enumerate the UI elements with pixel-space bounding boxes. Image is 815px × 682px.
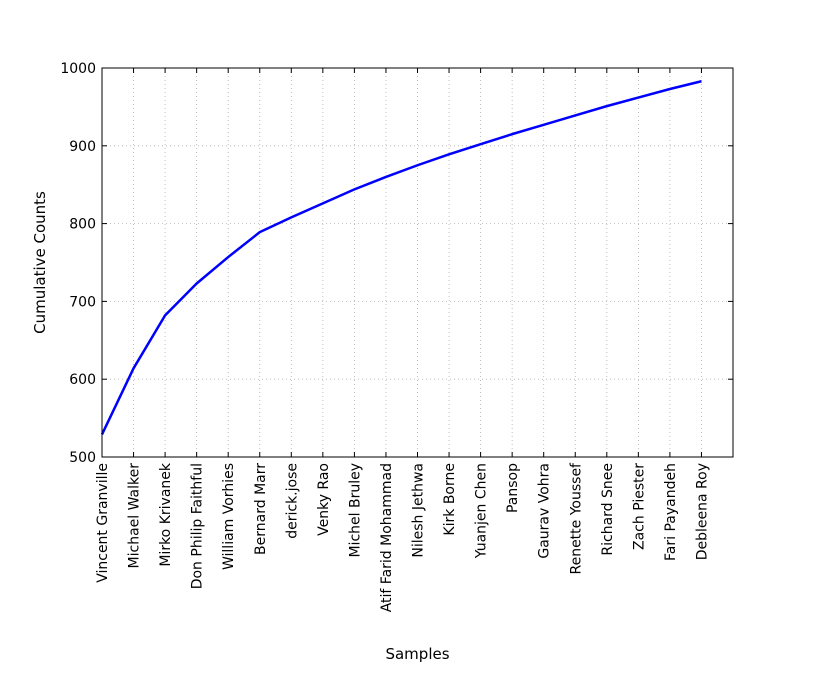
x-tick-label: Vincent Granville [95,463,111,583]
x-tick-label: Venky Rao [316,463,332,536]
y-axis-label: Cumulative Counts [31,191,49,334]
x-axis-ticks: Vincent Granville Michael Walker Mirko Kri… [95,68,710,612]
x-tick-label: Yuanjen Chen [474,463,490,559]
x-tick-label: Fari Payandeh [663,463,679,561]
x-tick-label: Gaurav Vohra [537,463,553,559]
y-tick-label: 1000 [60,61,96,77]
x-tick-label: William Vorhies [221,463,237,570]
x-tick-label: derick.jose [284,463,300,539]
x-tick-label: Michael Walker [127,463,143,569]
series-layer [100,80,702,435]
x-axis-label: Samples [385,645,449,663]
x-tick-label: Bernard Marr [253,463,269,555]
y-tick-label: 600 [69,372,96,388]
x-tick-label: Richard Snee [600,463,616,556]
y-axis-ticks: 500 600 700 800 900 1000 [60,61,733,466]
x-tick-label: Nilesh Jethwa [411,463,427,558]
series-line-0 [100,80,702,435]
x-tick-label: Renette Youssef [568,462,584,575]
x-tick-label: Debleena Roy [694,463,710,560]
x-tick-label: Mirko Krivanek [158,462,174,567]
y-tick-label: 700 [69,294,96,310]
gridlines [101,67,733,458]
y-tick-label: 900 [69,139,96,155]
x-tick-label: Kirk Borne [442,463,458,536]
y-tick-label: 500 [69,450,96,466]
x-tick-label: Michel Bruley [347,463,363,558]
x-tick-label: Don Philip Faithful [190,463,206,589]
x-tick-label: Pansop [505,463,521,513]
y-tick-label: 800 [69,217,96,233]
x-tick-label: Zach Piester [631,463,647,550]
x-tick-label: Atif Farid Mohammad [379,463,395,612]
